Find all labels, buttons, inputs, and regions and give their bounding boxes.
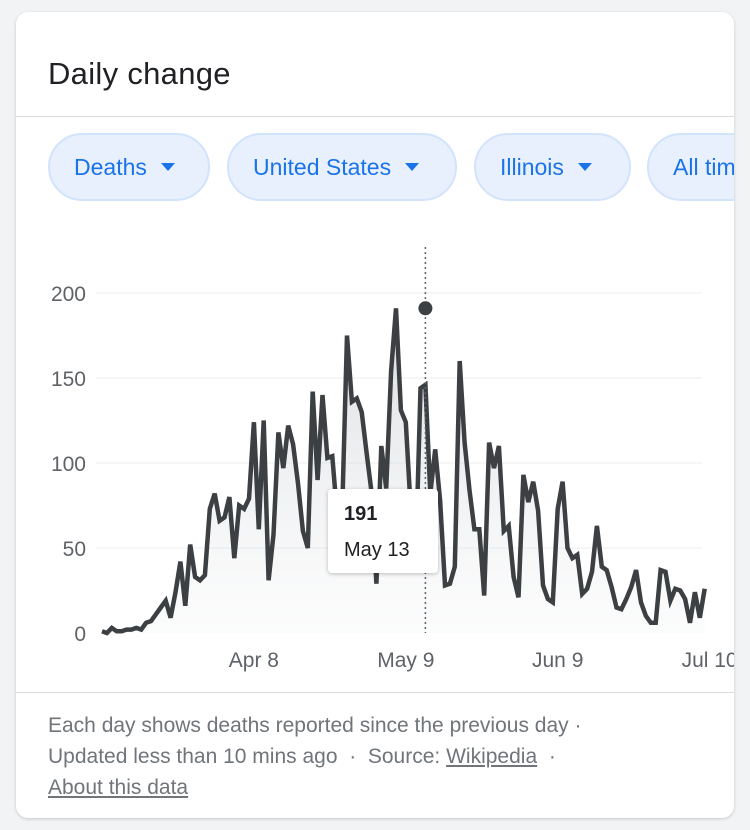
updated-text: Updated less than 10 mins ago [48, 745, 338, 768]
tooltip-value: 191 [344, 503, 378, 525]
footer-description: Each day shows deaths reported since the… [48, 714, 569, 737]
x-tick-label: Apr 8 [229, 649, 279, 672]
x-tick-label: May 9 [377, 649, 434, 672]
chart-area: 0 50 100 150 200 Apr 8 May 9 Jun 9 Jul 10 [16, 232, 734, 682]
daily-change-card: Daily change Deaths United States Illino… [16, 12, 734, 818]
series-area [102, 308, 705, 633]
separator: · [574, 714, 582, 737]
caret-down-icon [577, 163, 592, 171]
caret-down-icon [405, 163, 420, 171]
time-range-chip-label: All time [673, 153, 734, 180]
y-tick-label: 0 [74, 623, 86, 646]
y-tick-label: 50 [63, 538, 86, 561]
x-tick-label: Jun 9 [532, 649, 583, 672]
source-label: Source: [367, 745, 441, 768]
caret-down-icon [160, 163, 175, 171]
state-chip-label: Illinois [500, 153, 564, 180]
wikipedia-link[interactable]: Wikipedia [446, 745, 538, 768]
metric-chip[interactable]: Deaths [48, 133, 210, 201]
y-tick-label: 150 [51, 368, 86, 391]
footer-divider [16, 692, 734, 693]
separator: · [349, 745, 357, 768]
series-line [101, 308, 707, 636]
chart-tooltip: 191 May 13 [328, 489, 438, 573]
y-tick-label: 100 [51, 453, 86, 476]
separator: · [548, 745, 556, 768]
header-divider [16, 116, 734, 117]
highlight-point [418, 301, 433, 316]
about-data-link[interactable]: About this data [48, 776, 189, 799]
x-tick-label: Jul 10 [682, 649, 734, 672]
country-chip[interactable]: United States [227, 133, 457, 201]
metric-chip-label: Deaths [74, 153, 147, 180]
time-range-chip[interactable]: All time [647, 133, 734, 201]
country-chip-label: United States [253, 153, 392, 180]
chart-footer: Each day shows deaths reported since the… [48, 710, 708, 803]
y-tick-label: 200 [51, 283, 86, 306]
state-chip[interactable]: Illinois [474, 133, 631, 201]
daily-deaths-chart[interactable]: 0 50 100 150 200 Apr 8 May 9 Jun 9 Jul 10 [16, 232, 734, 682]
card-title: Daily change [48, 56, 231, 91]
tooltip-date: May 13 [344, 539, 410, 561]
